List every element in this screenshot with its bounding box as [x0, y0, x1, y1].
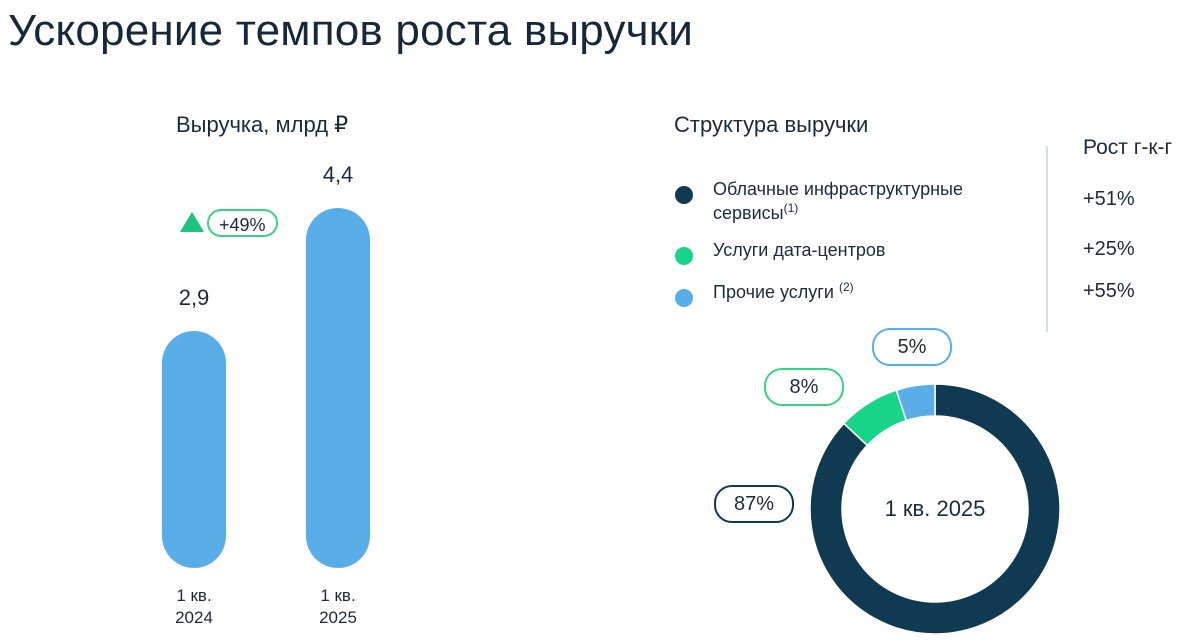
legend-label: Прочие услуги (2) — [713, 280, 854, 302]
divider — [1046, 146, 1048, 332]
pie-chart-title: Структура выручки — [674, 112, 869, 137]
legend-dot-icon — [675, 186, 693, 204]
legend-item-datacenter: Услуги дата-центров — [675, 238, 1015, 265]
page-title: Ускорение темпов роста выручки — [8, 6, 694, 55]
growth-badge: +49% — [207, 209, 278, 237]
growth-value-other: +55% — [1083, 280, 1135, 302]
triangle-up-icon — [180, 212, 204, 232]
bar-value-label: 4,4 — [322, 162, 354, 187]
growth-value-cloud: +51% — [1083, 188, 1135, 210]
legend-item-cloud: Облачные инфраструктурные сервисы(1) — [675, 177, 1015, 225]
growth-header: Рост г-к-г — [1083, 136, 1173, 159]
bar-2 — [306, 208, 370, 568]
donut-chart — [809, 383, 1061, 635]
bar-category-label: 1 кв. 2025 — [319, 586, 357, 627]
bar-category-label: 1 кв. 2024 — [175, 586, 213, 627]
bar-value-label: 2,9 — [178, 284, 210, 310]
donut-slice-cloud — [809, 383, 1061, 635]
bar-1 — [162, 330, 226, 568]
donut-slice-other — [895, 383, 936, 422]
donut-center-label: 1 кв. 2025 — [884, 496, 986, 521]
slice-label-other: 5% — [872, 328, 952, 366]
growth-value-datacenter: +25% — [1083, 238, 1135, 260]
legend-item-other: Прочие услуги (2) — [675, 280, 1015, 307]
legend-label: Облачные инфраструктурные сервисы(1) — [713, 179, 963, 223]
slice-label-datacenter: 8% — [764, 368, 844, 406]
bar-chart-title: Выручка, млрд ₽ — [176, 112, 349, 137]
legend-dot-icon — [675, 289, 693, 307]
legend-dot-icon — [675, 247, 693, 265]
legend-label: Услуги дата-центров — [713, 240, 886, 260]
slice-label-cloud: 87% — [714, 485, 794, 523]
